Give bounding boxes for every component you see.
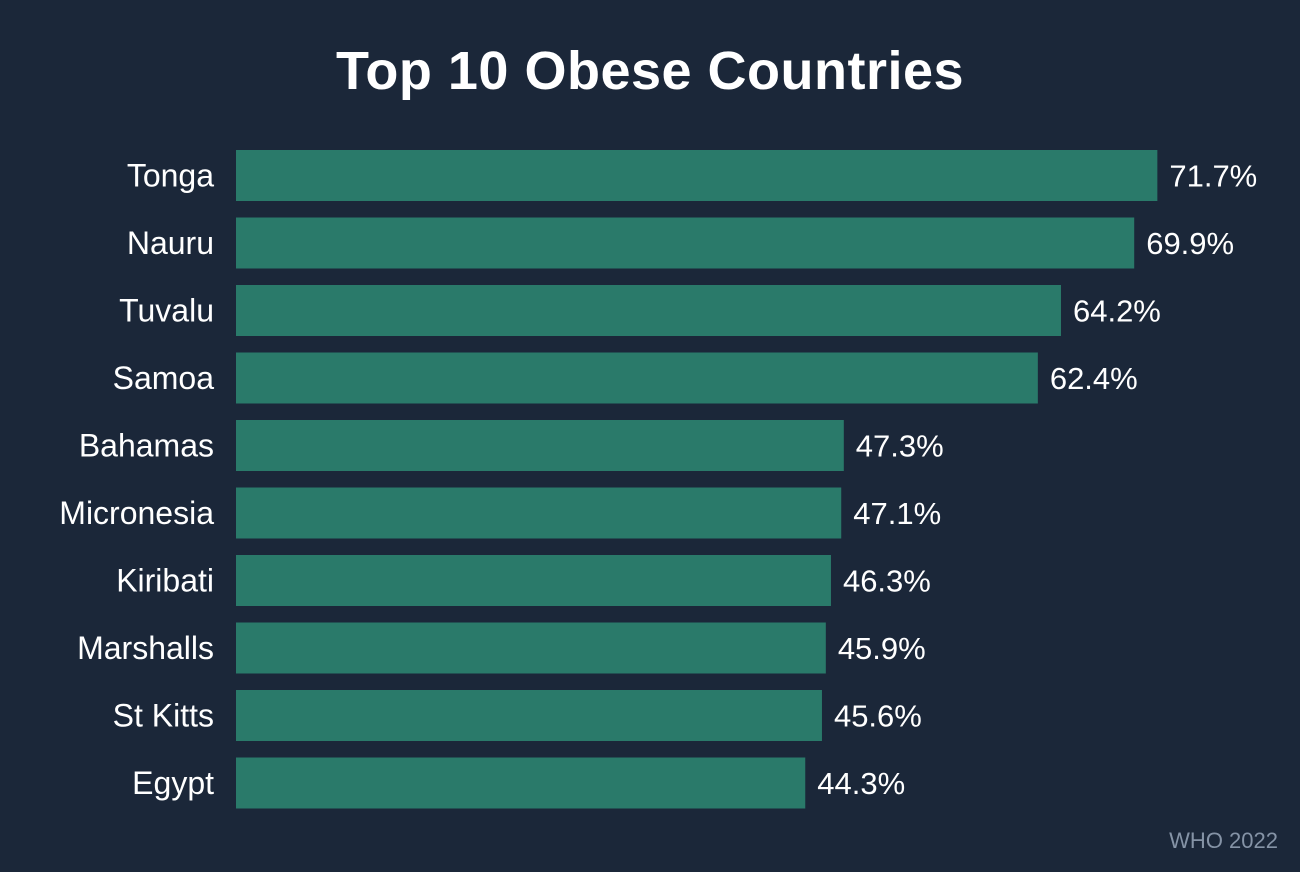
category-label: Egypt [132,765,214,801]
category-label: St Kitts [113,698,214,734]
value-label: 71.7% [1169,159,1257,194]
value-label: 45.6% [834,699,922,734]
bar-tonga [236,150,1158,201]
bar-kiribati [236,555,831,606]
source-note: WHO 2022 [1169,828,1278,853]
category-label: Nauru [127,225,214,261]
value-label: 69.9% [1146,226,1234,261]
bar-bahamas [236,420,844,471]
bar-samoa [236,352,1038,404]
value-label: 46.3% [843,564,931,599]
bar-micronesia [236,487,842,539]
bar-tuvalu [236,285,1061,336]
category-label: Kiribati [116,563,214,599]
chart-title: Top 10 Obese Countries [335,41,965,101]
category-label: Tonga [127,158,214,194]
value-label: 47.3% [856,429,944,464]
category-label: Samoa [113,360,215,396]
value-label: 62.4% [1050,361,1138,396]
value-label: 45.9% [838,631,926,666]
category-label: Bahamas [79,428,214,464]
category-label: Micronesia [59,495,214,531]
category-label: Tuvalu [119,293,214,329]
category-label: Marshalls [77,630,214,666]
bar-egypt [236,757,806,809]
bar-st-kitts [236,690,822,741]
value-label: 47.1% [853,496,941,531]
value-label: 64.2% [1073,294,1161,329]
value-label: 44.3% [817,766,905,801]
bar-marshalls [236,622,826,674]
bar-nauru [236,217,1135,269]
